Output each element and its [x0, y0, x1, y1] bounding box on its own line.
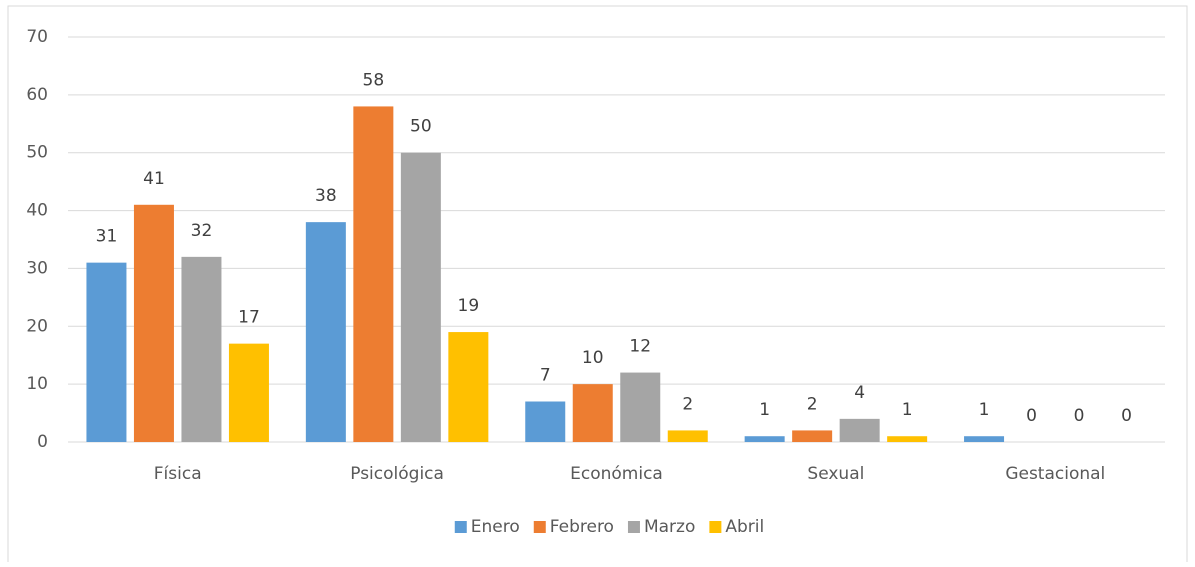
- data-label: 58: [363, 70, 385, 90]
- bar: [400, 152, 441, 442]
- data-label: 19: [458, 296, 480, 316]
- data-label: 17: [238, 308, 260, 328]
- y-tick-label: 30: [26, 258, 48, 278]
- y-tick-label: 60: [26, 85, 48, 105]
- legend-label: Enero: [471, 517, 520, 537]
- x-tick-label: Psicológica: [350, 464, 444, 484]
- x-tick-label: Sexual: [807, 464, 864, 484]
- y-tick-label: 40: [26, 201, 48, 221]
- data-label: 1: [902, 400, 913, 420]
- bar: [744, 436, 785, 442]
- bar: [887, 436, 928, 442]
- bar: [353, 106, 394, 442]
- bar: [181, 256, 222, 442]
- x-tick-label: Física: [154, 464, 202, 484]
- bar: [964, 436, 1005, 442]
- data-label: 50: [410, 117, 432, 137]
- data-label: 7: [540, 366, 551, 386]
- x-tick-label: Gestacional: [1005, 464, 1105, 484]
- bar: [228, 343, 269, 442]
- y-tick-label: 50: [26, 143, 48, 163]
- bar: [792, 430, 833, 442]
- data-label: 2: [682, 394, 693, 414]
- legend-label: Febrero: [550, 517, 614, 537]
- data-label: 32: [191, 221, 213, 241]
- y-tick-label: 70: [26, 27, 48, 47]
- y-tick-label: 20: [26, 316, 48, 336]
- bar: [620, 372, 661, 442]
- bar: [667, 430, 708, 442]
- bar: [572, 384, 613, 442]
- legend-swatch: [627, 521, 640, 533]
- legend-swatch: [533, 521, 546, 533]
- data-label: 41: [143, 169, 165, 189]
- legend-label: Marzo: [644, 517, 695, 537]
- legend-swatch: [454, 521, 467, 533]
- bar: [839, 418, 880, 442]
- data-label: 2: [807, 394, 818, 414]
- bar: [86, 262, 127, 442]
- data-label: 0: [1121, 406, 1132, 426]
- bar: [305, 222, 346, 442]
- legend-label: Abril: [725, 517, 764, 537]
- data-label: 38: [315, 186, 337, 206]
- bar: [448, 332, 489, 442]
- data-label: 0: [1074, 406, 1085, 426]
- data-label: 4: [854, 383, 865, 403]
- data-label: 31: [96, 227, 118, 247]
- data-label: 12: [629, 337, 651, 357]
- y-tick-label: 0: [37, 432, 48, 452]
- data-label: 1: [759, 400, 770, 420]
- data-label: 10: [582, 348, 604, 368]
- data-label: 0: [1026, 406, 1037, 426]
- legend-swatch: [709, 521, 722, 533]
- y-tick-label: 10: [26, 374, 48, 394]
- x-tick-label: Económica: [570, 464, 663, 484]
- bar: [525, 401, 566, 442]
- bar: [133, 204, 174, 442]
- data-label: 1: [979, 400, 990, 420]
